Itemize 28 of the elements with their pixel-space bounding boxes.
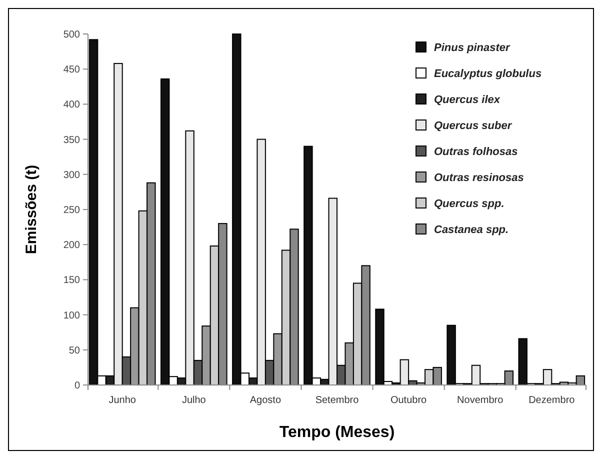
x-tick-label: Setembro: [315, 395, 360, 406]
legend-label: Eucalyptus globulus: [434, 68, 542, 80]
x-tick-label: Novembro: [457, 395, 504, 406]
x-tick-label: Dezembro: [528, 395, 576, 406]
legend-label: Quercus ilex: [434, 94, 501, 106]
x-axis-title: Tempo (Meses): [279, 424, 395, 441]
y-tick-label: 50: [68, 345, 80, 356]
legend-label: Pinus pinaster: [434, 42, 511, 54]
y-tick-label: 200: [63, 240, 80, 252]
legend-label: Quercus spp.: [434, 198, 504, 210]
x-tick-label: Junho: [108, 395, 136, 406]
y-tick-label: 100: [63, 310, 80, 322]
y-tick-label: 0: [74, 380, 80, 392]
legend-label: Outras resinosas: [434, 172, 524, 184]
x-tick-label: Outubro: [390, 395, 428, 406]
y-tick-label: 350: [63, 134, 80, 146]
y-tick-label: 250: [63, 205, 80, 216]
legend-label: Castanea spp.: [434, 224, 509, 236]
y-tick-label: 150: [63, 275, 80, 286]
y-tick-label: 450: [63, 64, 80, 76]
y-tick-label: 500: [63, 30, 80, 40]
x-tick-label: Julho: [182, 395, 206, 406]
y-tick-label: 400: [63, 100, 80, 111]
legend-label: Quercus suber: [434, 120, 512, 132]
y-tick-label: 300: [63, 170, 80, 181]
y-axis-title: Emissões (t): [23, 164, 40, 254]
legend-label: Outras folhosas: [434, 146, 518, 158]
x-tick-label: Agosto: [250, 395, 282, 406]
